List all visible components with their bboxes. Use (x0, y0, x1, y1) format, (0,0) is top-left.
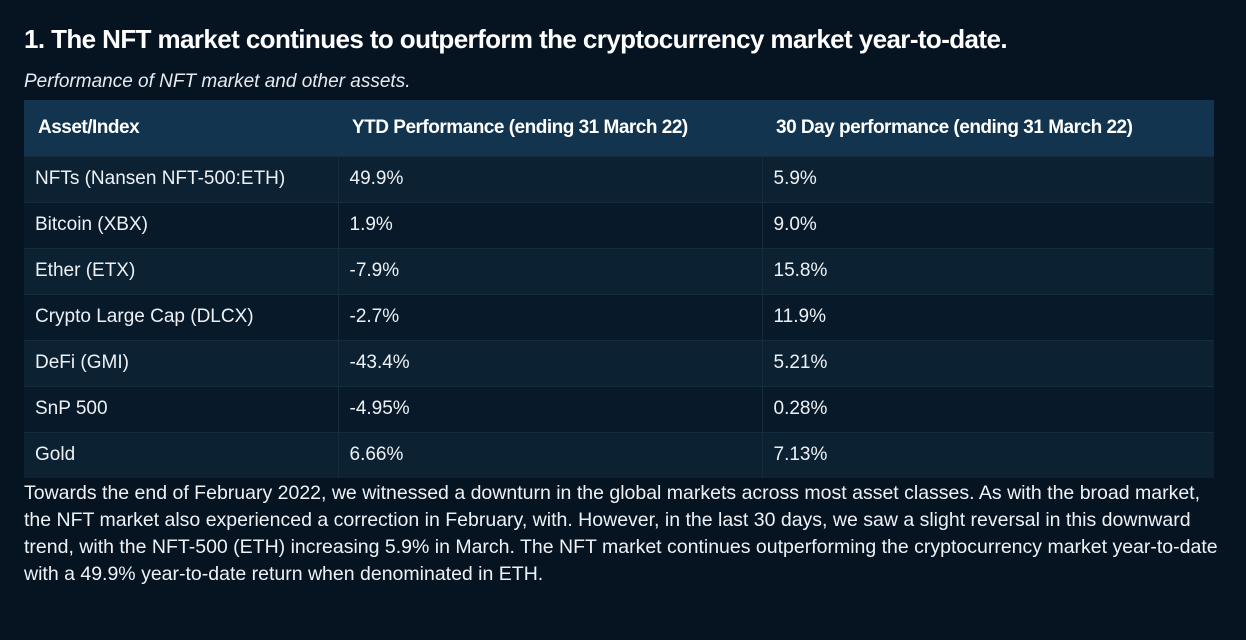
ytd-value-cell: -43.4% (338, 339, 763, 386)
performance-table: Asset/Index YTD Performance (ending 31 M… (24, 100, 1214, 478)
header-ytd-performance: YTD Performance (ending 31 March 22) (352, 116, 688, 138)
table-row: Crypto Large Cap (DLCX) -2.7% 11.9% (24, 293, 1214, 340)
thirty-day-value-cell: 5.9% (762, 155, 1214, 202)
ytd-value-cell: 49.9% (338, 155, 763, 202)
asset-name-cell: Ether (ETX) (24, 247, 339, 294)
asset-name-cell: NFTs (Nansen NFT-500:ETH) (24, 155, 339, 202)
header-row: Asset/Index YTD Performance (ending 31 M… (24, 100, 1214, 156)
table-row: Ether (ETX) -7.9% 15.8% (24, 247, 1214, 294)
summary-paragraph: Towards the end of February 2022, we wit… (24, 482, 1218, 585)
header-30-day-performance: 30 Day performance (ending 31 March 22) (776, 116, 1133, 138)
thirty-day-value-cell: 9.0% (762, 201, 1214, 248)
table-header: Asset/Index YTD Performance (ending 31 M… (24, 100, 1214, 156)
table-row: Bitcoin (XBX) 1.9% 9.0% (24, 201, 1214, 248)
table-body: NFTs (Nansen NFT-500:ETH) 49.9% 5.9% Bit… (24, 155, 1214, 478)
table-row: NFTs (Nansen NFT-500:ETH) 49.9% 5.9% (24, 155, 1214, 202)
table-caption: Performance of NFT market and other asse… (24, 71, 411, 92)
asset-name-cell: Gold (24, 431, 339, 478)
asset-name-cell: Bitcoin (XBX) (24, 201, 339, 248)
asset-name-cell: DeFi (GMI) (24, 339, 339, 386)
header-asset-index: Asset/Index (38, 116, 140, 138)
table-row: DeFi (GMI) -43.4% 5.21% (24, 339, 1214, 386)
ytd-value-cell: 6.66% (338, 431, 763, 478)
table-row: SnP 500 -4.95% 0.28% (24, 385, 1214, 432)
asset-name-cell: SnP 500 (24, 385, 339, 432)
ytd-value-cell: -2.7% (338, 293, 763, 340)
table-row: Gold 6.66% 7.13% (24, 431, 1214, 478)
ytd-value-cell: -4.95% (338, 385, 763, 432)
thirty-day-value-cell: 7.13% (762, 431, 1214, 478)
thirty-day-value-cell: 5.21% (762, 339, 1214, 386)
thirty-day-value-cell: 15.8% (762, 247, 1214, 294)
thirty-day-value-cell: 0.28% (762, 385, 1214, 432)
ytd-value-cell: -7.9% (338, 247, 763, 294)
thirty-day-value-cell: 11.9% (762, 293, 1214, 340)
section-heading: 1. The NFT market continues to outperfor… (24, 24, 1008, 54)
asset-name-cell: Crypto Large Cap (DLCX) (24, 293, 339, 340)
ytd-value-cell: 1.9% (338, 201, 763, 248)
